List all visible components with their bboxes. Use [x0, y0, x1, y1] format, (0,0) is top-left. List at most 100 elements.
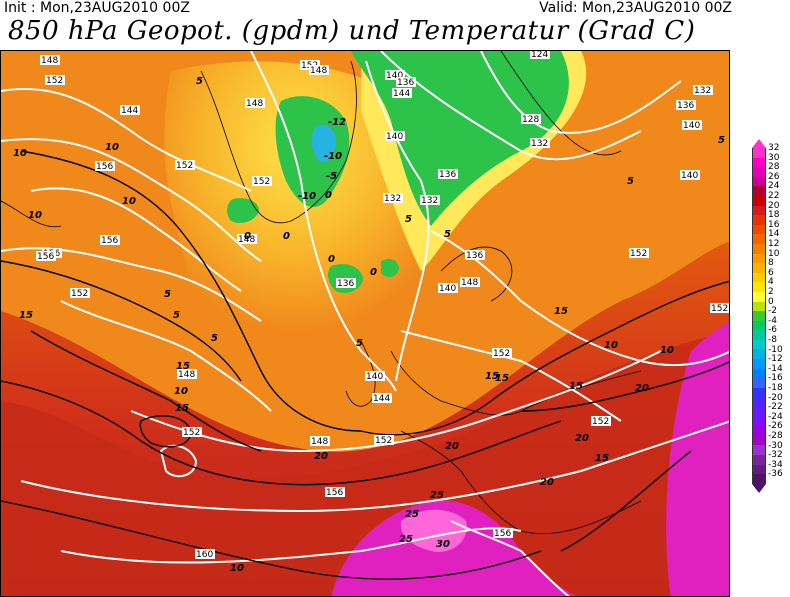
- geopotential-label-bg: [310, 436, 330, 446]
- colorbar-cell: [752, 195, 766, 206]
- geopotential-label-bg: [372, 393, 392, 403]
- geopotential-label: 144: [373, 394, 390, 404]
- colorbar-cell: [752, 426, 766, 436]
- temperature-label: 5: [444, 229, 451, 240]
- geopotential-label: 140: [386, 71, 403, 81]
- geopotential-label: 136: [337, 279, 354, 289]
- hot-core-africa: [331, 500, 577, 596]
- colorbar-tick-label: -12: [768, 354, 783, 365]
- geopotential-label: 140: [439, 284, 456, 294]
- colorbar-tick-label: -8: [768, 335, 777, 345]
- colorbar-cell: [752, 474, 766, 484]
- geopotential-label: 156: [96, 162, 113, 172]
- temperature-label: 10: [28, 210, 42, 221]
- geopotential-label-bg: [100, 235, 120, 245]
- colorbar-tick-label: 4: [768, 277, 774, 288]
- geopotential-label-bg: [182, 427, 202, 437]
- geopotential-label: 132: [694, 86, 711, 96]
- geopotential-label-bg: [383, 193, 403, 203]
- geopotential-label-bg: [245, 98, 265, 108]
- temperature-label: 5: [718, 135, 725, 146]
- temperature-label: 15: [485, 371, 499, 382]
- geopotential-label-bg: [177, 369, 197, 379]
- colorbar-cell: [752, 387, 766, 398]
- geopotential-label-bg: [40, 55, 60, 65]
- geopotential-label: 140: [386, 132, 403, 142]
- colorbar-tick-label: 2: [768, 287, 774, 297]
- temperature-label: 20: [540, 477, 554, 488]
- geopotential-label-bg: [420, 195, 440, 205]
- geopotential-label-bg: [680, 170, 700, 180]
- geopotential-label-bg: [465, 250, 485, 260]
- map-canvas: 1481521441561521481521561561521481521441…: [1, 51, 729, 596]
- colorbar-cell: [752, 186, 766, 196]
- valid-time-label: Valid: Mon,23AUG2010 00Z: [539, 0, 732, 16]
- temperature-label: 5: [164, 289, 171, 300]
- geopotential-label-bg: [374, 435, 394, 445]
- geopotential-label-bg: [36, 251, 56, 261]
- geopotential-label-bg: [492, 348, 512, 358]
- colorbar-tick-label: -30: [768, 440, 783, 451]
- colorbar-tick-label: 26: [768, 171, 780, 182]
- geopotential-label: 156: [37, 252, 54, 262]
- geopotential-label: 152: [592, 417, 609, 427]
- temperature-label: 10: [122, 196, 136, 207]
- cold-patch-3: [381, 258, 399, 278]
- colorbar-tick-label: -20: [768, 392, 783, 403]
- colorbar-tick-label: -24: [768, 411, 783, 422]
- geopotential-label: 152: [630, 249, 647, 259]
- colorbar-cell: [752, 349, 766, 360]
- geopotential-label-bg: [682, 120, 702, 130]
- geopotential-label: 144: [121, 106, 138, 116]
- colorbar-cell: [752, 359, 766, 369]
- cold-region-greenland: [275, 96, 350, 208]
- geopotential-label-bg: [120, 105, 140, 115]
- temperature-label: 15: [19, 310, 33, 321]
- colorbar-cell: [752, 378, 766, 388]
- colorbar-cell: [752, 176, 766, 187]
- temperature-label: 0: [325, 190, 332, 201]
- geopotential-label-bg: [530, 138, 550, 148]
- geopotential-label: 152: [183, 428, 200, 438]
- geopotential-label-bg: [95, 161, 115, 171]
- colorbar-cell: [752, 234, 766, 244]
- colorbar: [752, 139, 766, 493]
- colorbar-cell: [752, 320, 766, 331]
- colorbar-cell: [752, 368, 766, 379]
- geopotential-label-bg: [309, 65, 329, 75]
- temperature-label: 15: [495, 373, 509, 384]
- colorbar-cell: [752, 330, 766, 340]
- hot-peak: [400, 509, 467, 552]
- very-cold-core: [311, 124, 336, 163]
- geopotential-label-bg: [252, 176, 272, 186]
- colorbar-top-arrow: [752, 139, 766, 148]
- geopotential-label-bg: [493, 528, 513, 538]
- colorbar-cell: [752, 148, 766, 158]
- colorbar-cell: [752, 464, 766, 475]
- colorbar-tick-label: -2: [768, 306, 777, 317]
- colorbar-tick-label: 28: [768, 162, 780, 173]
- colorbar-cell: [752, 157, 766, 168]
- geopotential-label-bg: [530, 51, 550, 59]
- temperature-label: 15: [554, 306, 568, 317]
- temperature-label: 5: [405, 214, 412, 225]
- colorbar-tick-label: -18: [768, 383, 783, 393]
- geopotential-label: 148: [238, 235, 255, 245]
- colorbar-tick-label: 18: [768, 210, 780, 221]
- temperature-label: 15: [569, 381, 583, 392]
- geopotential-label-bg: [438, 283, 458, 293]
- geopotential-label-bg: [710, 303, 729, 313]
- colorbar-tick-label: -4: [768, 315, 777, 326]
- geopotential-label: 152: [176, 161, 193, 171]
- cold-patch-1: [227, 198, 259, 223]
- colorbar-cell: [752, 263, 766, 273]
- colorbar-cell: [752, 339, 766, 350]
- geopotential-label: 140: [366, 372, 383, 382]
- temperature-label: 5: [356, 338, 363, 349]
- colorbar-tick-label: -14: [768, 363, 783, 374]
- geopotential-label: 152: [46, 76, 63, 86]
- temperature-label: 0: [283, 231, 290, 242]
- temperature-label: 10: [604, 340, 618, 351]
- geopotential-label: 156: [494, 529, 511, 539]
- temperature-label: 10: [660, 345, 674, 356]
